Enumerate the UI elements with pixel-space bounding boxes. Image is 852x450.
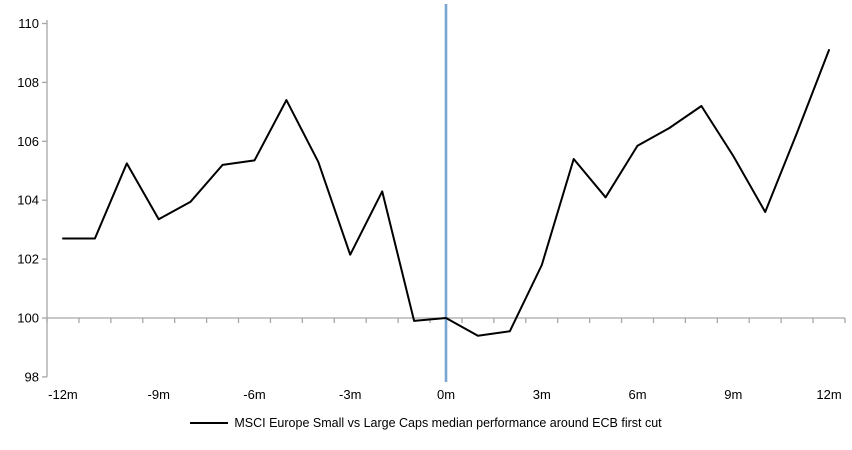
x-tick-label: 12m: [816, 387, 841, 402]
x-tick-label: -3m: [339, 387, 361, 402]
y-tick-label: 104: [17, 193, 39, 208]
y-tick-label: 106: [17, 134, 39, 149]
legend-line-sample: [190, 422, 229, 424]
y-tick-label: 98: [25, 369, 39, 384]
x-tick-label: -9m: [148, 387, 170, 402]
x-tick-label: -6m: [243, 387, 265, 402]
y-tick-label: 100: [17, 311, 39, 326]
y-tick-label: 108: [17, 75, 39, 90]
legend-label: MSCI Europe Small vs Large Caps median p…: [234, 416, 662, 430]
x-tick-label: 9m: [724, 387, 742, 402]
data-line: [62, 49, 830, 337]
x-tick-label: 6m: [628, 387, 646, 402]
plot-area: 98 100 102 104 106 108 110 -12m -9m -6m -3m 0m 3m 6m 9…: [17, 4, 846, 402]
x-tick-label: 3m: [533, 387, 551, 402]
x-tick-label: -12m: [48, 387, 78, 402]
legend: MSCI Europe Small vs Large Caps median p…: [0, 412, 852, 434]
y-tick-label: 102: [17, 252, 39, 267]
y-tick-label: 110: [18, 16, 39, 31]
x-tick-label: 0m: [437, 387, 455, 402]
